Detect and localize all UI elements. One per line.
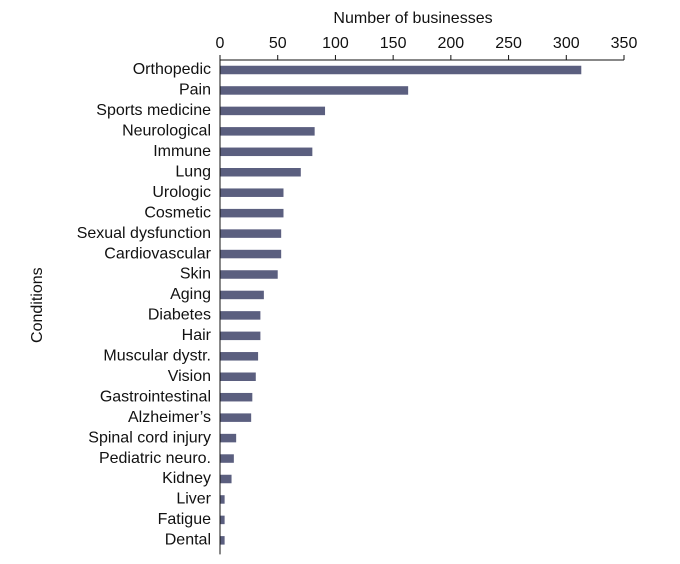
bar <box>220 290 264 300</box>
x-tick-label: 100 <box>322 35 349 52</box>
category-label: Alzheimer’s <box>128 409 211 426</box>
bar <box>220 65 582 75</box>
category-label: Skin <box>180 266 211 283</box>
bar <box>220 413 252 422</box>
category-labels: Orthopedic Pain Sports medicine Neurologica… <box>77 61 212 548</box>
bar <box>220 127 315 136</box>
x-tick-label: 350 <box>611 35 638 52</box>
bar <box>220 311 261 320</box>
category-label: Sports medicine <box>96 102 211 119</box>
bar <box>220 106 326 116</box>
category-label: Cosmetic <box>144 204 211 221</box>
category-label: Muscular dystr. <box>103 348 211 365</box>
bar <box>220 168 301 177</box>
category-label: Spinal cord injury <box>88 429 211 446</box>
category-label: Pediatric neuro. <box>99 450 211 467</box>
category-label: Lung <box>175 163 211 180</box>
bar <box>220 249 282 259</box>
category-label: Kidney <box>162 470 211 487</box>
x-tick-label: 50 <box>269 35 287 52</box>
bar <box>220 270 278 279</box>
bar <box>220 372 256 381</box>
category-label: Hair <box>182 327 212 344</box>
category-label: Neurological <box>122 123 211 140</box>
bar <box>220 536 225 545</box>
x-tick-label: 150 <box>380 35 407 52</box>
category-label: Orthopedic <box>133 61 211 78</box>
bar <box>220 433 237 443</box>
bar <box>220 515 225 525</box>
category-label: Sexual dysfunction <box>77 225 211 242</box>
x-tick-label: 250 <box>495 35 522 52</box>
category-label: Cardiovascular <box>104 245 211 262</box>
x-tick-label: 300 <box>553 35 580 52</box>
category-label: Liver <box>176 491 211 508</box>
category-label: Diabetes <box>148 307 211 324</box>
y-axis-title: Conditions <box>29 267 46 343</box>
bar <box>220 188 284 197</box>
bar <box>220 352 259 361</box>
bar <box>220 208 284 218</box>
bar <box>220 331 261 341</box>
x-axis: 0 50 100 150 200 250 300 350 <box>216 35 638 61</box>
bar <box>220 495 225 504</box>
bar <box>220 474 232 484</box>
category-label: Vision <box>168 368 211 385</box>
bars <box>220 65 582 545</box>
bar <box>220 147 313 157</box>
bar <box>220 392 253 402</box>
bar <box>220 86 409 95</box>
category-label: Urologic <box>152 184 211 201</box>
category-label: Aging <box>170 286 211 303</box>
category-label: Fatigue <box>158 511 211 528</box>
x-tick-label: 200 <box>438 35 465 52</box>
category-label: Dental <box>165 532 211 549</box>
category-label: Gastrointestinal <box>100 388 211 405</box>
bar <box>220 454 234 463</box>
category-label: Pain <box>179 82 211 99</box>
category-label: Immune <box>153 143 211 160</box>
x-tick-label: 0 <box>216 35 225 52</box>
bar <box>220 229 282 238</box>
x-axis-title: Number of businesses <box>333 10 492 27</box>
